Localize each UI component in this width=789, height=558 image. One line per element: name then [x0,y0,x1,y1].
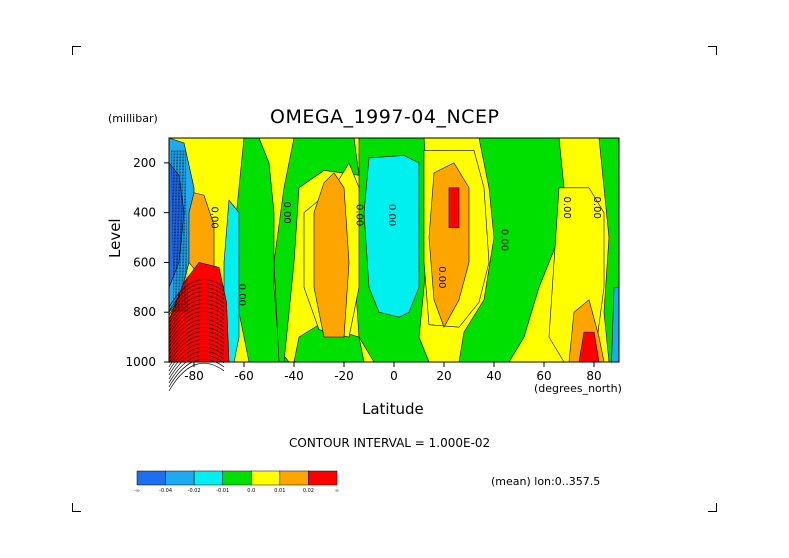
crop-mark-bottom-left [72,503,81,512]
y-tick-label: 800 [133,305,156,319]
contour-label: 0.00 [436,266,447,288]
contour-label: 0.00 [499,229,510,251]
contour-line-polar [168,346,225,376]
x-tick-label: 80 [586,369,601,383]
x-axis-units: (degrees_north) [534,382,622,395]
contour-field [168,137,620,392]
colorbar-swatch [308,470,338,486]
colorbar-label: 0.02 [303,488,314,494]
crop-mark-bottom-right [708,503,717,512]
colorbar-label: -0.01 [216,488,229,494]
contour-line-polar [168,358,225,388]
contour-line-polar [168,362,225,392]
colorbar-swatch [165,470,195,486]
colorbar-swatch [136,470,166,486]
colorbar-swatch [279,470,309,486]
crop-mark-top-right [708,46,717,55]
region-cyan-equatorial [363,155,420,318]
colorbar-label: 0.0 [247,488,255,494]
contour-interval-text: CONTOUR INTERVAL = 1.000E-02 [289,436,491,450]
contour-line-polar [168,315,225,344]
colorbar: -∞ -0.04 -0.02 -0.01 0.0 0.01 0.02 ∞ [134,470,339,494]
colorbar-swatch [251,470,281,486]
x-tick-label: -40 [284,369,304,383]
region-red-22N [448,187,460,228]
x-tick-label: 40 [486,369,501,383]
contour-line-polar [168,295,225,324]
contour-line-polar [168,342,225,372]
contour-line-polar [168,338,225,368]
region-orange-25S [313,172,350,338]
x-tick-label: -20 [334,369,354,383]
contour-label: 0.00 [386,204,397,226]
y-tick-label: 200 [133,156,156,170]
crop-mark-top-left [72,46,81,55]
contour-line-polar [168,323,225,352]
contour-line-polar [168,334,225,364]
y-tick-label: 1000 [125,355,156,369]
colorbar-label: -∞ [134,488,140,494]
contour-line-polar [168,319,225,348]
contour-line-polar [168,350,225,380]
contour-line-polar [168,327,225,356]
contour-label: 0.00 [354,204,365,226]
colorbar-label: ∞ [335,488,339,494]
contour-label: 0.00 [236,284,247,306]
contour-label: 0.00 [591,197,602,219]
chart-title: OMEGA_1997-04_NCEP [270,106,500,128]
x-tick-label: -80 [184,369,204,383]
x-tick-label: -60 [234,369,254,383]
colorbar-swatch [222,470,252,486]
contour-line-polar [168,307,225,336]
contour-label: 0.00 [281,202,292,224]
contour-line-polar [168,354,225,384]
x-axis-label: Latitude [362,400,424,418]
x-tick-label: 60 [536,369,551,383]
colorbar-label: -0.04 [159,488,172,494]
y-tick-label: 600 [133,255,156,269]
plot-marks: 0.00 0.00 0.00 0.00 0.00 0.00 0.00 0.00 0.00 -80 -… [125,137,620,383]
contour-line-polar [168,303,225,332]
contour-line-polar [168,331,225,360]
mean-longitude-text: (mean) lon:0..357.5 [491,475,601,488]
y-axis-units: (millibar) [108,112,158,125]
contour-line-polar [168,311,225,340]
contour-line-polar [168,279,225,308]
x-tick-label: 0 [390,369,398,383]
contour-label: 0.00 [209,207,220,229]
contour-label: 0.00 [561,197,572,219]
colorbar-label: 0.01 [274,488,285,494]
y-tick-label: 400 [133,206,156,220]
x-tick-label: 20 [436,369,451,383]
region-green-40S [273,137,360,363]
colorbar-label: -0.02 [188,488,201,494]
contour-line-polar [168,291,225,320]
contour-line-polar [168,299,225,328]
colorbar-swatch [193,470,223,486]
